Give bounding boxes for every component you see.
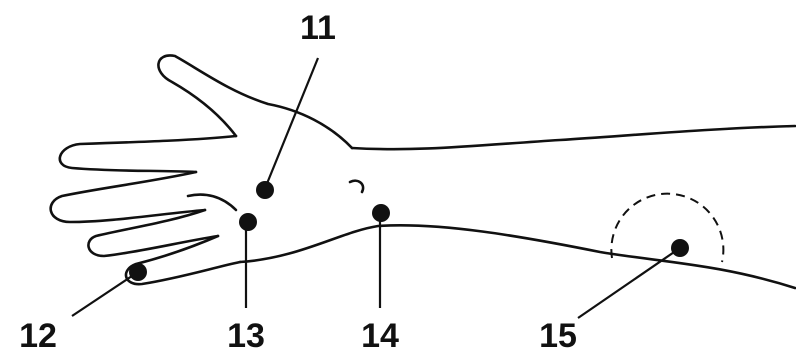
arm-diagram: 11 12 13 14 15	[0, 0, 796, 361]
point-label: 11	[300, 9, 336, 47]
point-label: 12	[19, 317, 57, 355]
point	[372, 204, 390, 222]
area-circle	[611, 194, 723, 262]
point-label: 14	[361, 317, 399, 355]
point-label: 15	[539, 317, 577, 355]
leader-line	[72, 272, 138, 316]
point	[129, 263, 147, 281]
leader-line	[266, 58, 318, 186]
leader-line	[578, 248, 680, 318]
point	[239, 213, 257, 231]
point-label: 13	[227, 317, 265, 355]
point	[671, 239, 689, 257]
point	[256, 181, 274, 199]
